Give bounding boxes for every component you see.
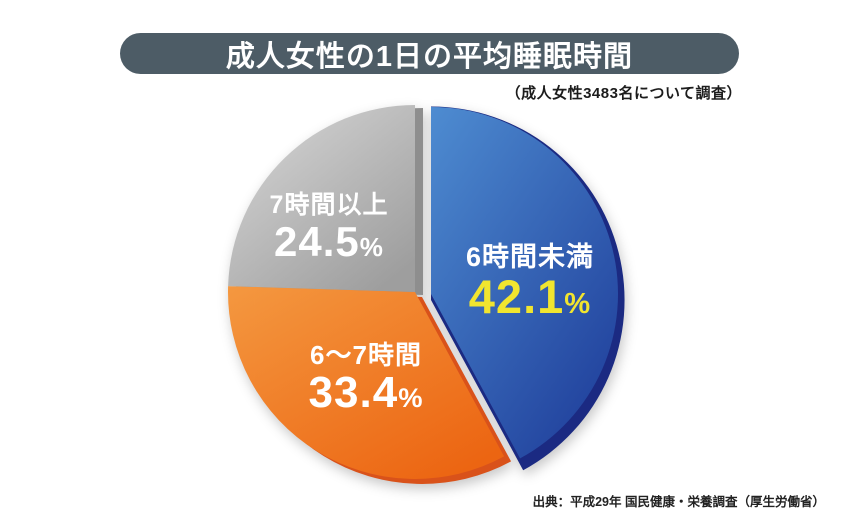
- slice-percent-over-7h: 24.5%: [274, 218, 384, 265]
- slice-label-6-to-7h: 6〜7時間 33.4%: [309, 341, 424, 417]
- pie-slice-0: [431, 107, 618, 459]
- slice-label-over-7h: 7時間以上 24.5%: [269, 191, 389, 265]
- slice-name-6-to-7h: 6〜7時間: [310, 340, 422, 370]
- title-banner: 成人女性の1日の平均睡眠時間: [120, 33, 739, 74]
- pie-slice-2: [228, 105, 415, 292]
- survey-sample-note: （成人女性3483名について調査）: [505, 85, 742, 102]
- slice-name-under-6h: 6時間未満: [465, 242, 595, 272]
- pie-slice-1: [227, 286, 505, 480]
- source-note: 出典：平成29年 国民健康・栄養調査（厚生労働省）: [532, 495, 825, 509]
- slice-percent-under-6h: 42.1%: [468, 270, 592, 324]
- slice-name-over-7h: 7時間以上: [269, 191, 389, 219]
- slice-percent-6-to-7h: 33.4%: [308, 368, 424, 418]
- slice-label-under-6h: 6時間未満 42.1%: [465, 242, 595, 324]
- page-title: 成人女性の1日の平均睡眠時間: [225, 40, 634, 73]
